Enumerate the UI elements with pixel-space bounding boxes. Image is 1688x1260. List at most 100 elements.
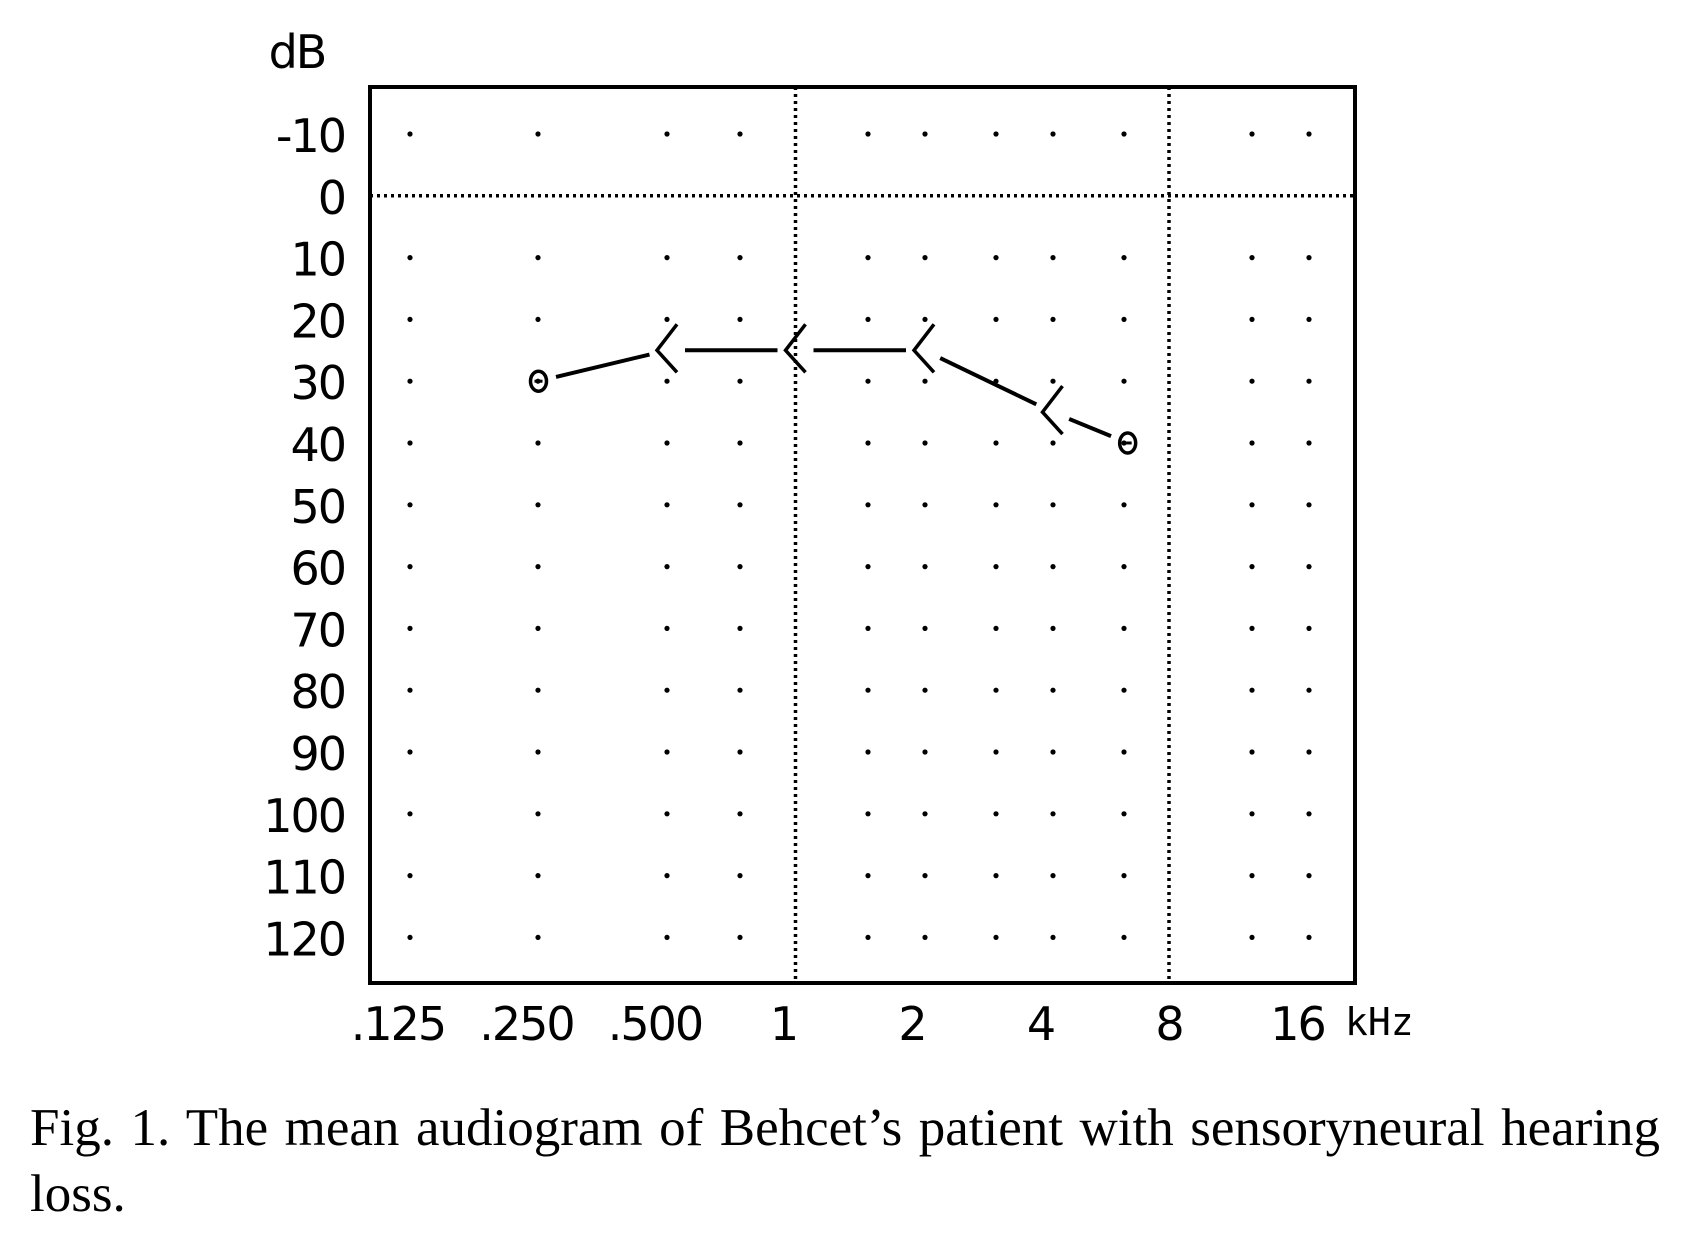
grid-dot xyxy=(993,255,999,261)
grid-dot xyxy=(1121,316,1127,322)
grid-dot xyxy=(535,131,541,137)
grid-dot xyxy=(1306,687,1312,693)
grid-dot xyxy=(1249,687,1255,693)
grid-dot xyxy=(1121,131,1127,137)
grid-dot xyxy=(1249,934,1255,941)
y-tick-label: 40 xyxy=(290,418,345,472)
grid-dot xyxy=(922,625,928,632)
grid-dot xyxy=(1050,934,1056,941)
grid-dot xyxy=(664,687,670,693)
grid-dot xyxy=(664,934,670,941)
grid-dot xyxy=(865,316,871,322)
grid-dot xyxy=(865,934,871,941)
x-tick-label: 4 xyxy=(1027,997,1054,1051)
grid-dot xyxy=(1121,378,1127,384)
grid-dot xyxy=(1306,625,1312,632)
grid-dot xyxy=(737,316,743,322)
grid-dot xyxy=(535,811,541,817)
grid-dot xyxy=(535,873,541,879)
grid-dot xyxy=(1121,564,1127,570)
grid-dot xyxy=(993,131,999,137)
grid-dot xyxy=(407,625,413,632)
grid-dot xyxy=(407,378,413,384)
grid-dot xyxy=(1306,502,1312,508)
grid-dot xyxy=(865,564,871,570)
x-tick-label: 8 xyxy=(1155,997,1182,1051)
series-segment xyxy=(1068,417,1112,439)
y-tick-label: 10 xyxy=(290,233,345,287)
grid-dot xyxy=(535,440,541,446)
grid-dot xyxy=(407,687,413,693)
hearing-series xyxy=(528,323,1138,455)
grid-dot xyxy=(1050,131,1056,137)
grid-dot xyxy=(664,131,670,137)
x-tick-label: 16 xyxy=(1270,997,1325,1051)
grid-dot xyxy=(993,502,999,508)
grid-dot xyxy=(1121,749,1127,755)
grid-dot xyxy=(737,378,743,384)
data-point-marker xyxy=(911,323,936,374)
grid-dot xyxy=(993,934,999,941)
grid-dot xyxy=(865,811,871,817)
grid-dot xyxy=(1121,873,1127,879)
grid-dot xyxy=(737,502,743,508)
grid-dot xyxy=(1050,873,1056,879)
grid-dot xyxy=(1306,131,1312,137)
grid-dot xyxy=(407,749,413,755)
grid-dot xyxy=(1306,564,1312,570)
grid-dot xyxy=(1121,811,1127,817)
grid-dot xyxy=(1249,564,1255,570)
y-tick-label: 0 xyxy=(318,171,345,225)
x-axis-ticks: .125 .250 .500 1 2 4 8 16 xyxy=(351,997,1327,1051)
grid-dot xyxy=(993,687,999,693)
grid-dot xyxy=(993,811,999,817)
grid-dot xyxy=(1050,687,1056,693)
grid-dot xyxy=(1249,378,1255,384)
grid-dot xyxy=(1050,316,1056,322)
grid-dot xyxy=(407,811,413,817)
y-tick-label: 120 xyxy=(263,912,345,966)
grid-dot xyxy=(737,255,743,261)
grid-dot xyxy=(1121,625,1127,632)
grid-dot xyxy=(922,131,928,137)
grid-dot xyxy=(535,502,541,508)
grid-dot xyxy=(1249,502,1255,508)
grid-dot xyxy=(407,873,413,879)
grid-dot xyxy=(664,440,670,446)
grid-dot xyxy=(865,873,871,879)
data-point-marker xyxy=(654,323,679,374)
grid-dot xyxy=(737,811,743,817)
grid-dot xyxy=(407,502,413,508)
y-tick-label: 50 xyxy=(290,480,345,534)
data-point-marker xyxy=(1117,431,1138,455)
y-tick-label: -10 xyxy=(276,109,345,163)
grid-dot xyxy=(664,378,670,384)
grid-dot xyxy=(737,934,743,941)
grid-dot xyxy=(1306,316,1312,322)
grid-dot xyxy=(1050,255,1056,261)
x-axis-unit-label: kHz xyxy=(1345,1000,1414,1044)
data-point-marker xyxy=(783,323,807,374)
grid-dot xyxy=(922,873,928,879)
grid-dot xyxy=(922,687,928,693)
grid-dot xyxy=(993,873,999,879)
grid-dot xyxy=(1249,625,1255,632)
x-tick-label: .125 xyxy=(351,997,445,1051)
grid-dot xyxy=(865,255,871,261)
grid-dot xyxy=(1249,131,1255,137)
grid-dot xyxy=(407,440,413,446)
grid-dot xyxy=(737,131,743,137)
y-tick-label: 80 xyxy=(290,665,345,719)
grid-dot xyxy=(1306,749,1312,755)
grid-dot xyxy=(737,687,743,693)
grid-dot xyxy=(1249,873,1255,879)
grid-dot xyxy=(1050,378,1056,384)
y-tick-label: 100 xyxy=(263,789,345,843)
grid-dot xyxy=(922,255,928,261)
y-axis-unit-label: dB xyxy=(269,25,326,79)
grid-dot xyxy=(535,564,541,570)
data-point-marker xyxy=(1040,385,1064,436)
figure-caption: Fig. 1. The mean audiogram of Behcet’s p… xyxy=(30,1099,1660,1223)
grid-dot xyxy=(664,873,670,879)
